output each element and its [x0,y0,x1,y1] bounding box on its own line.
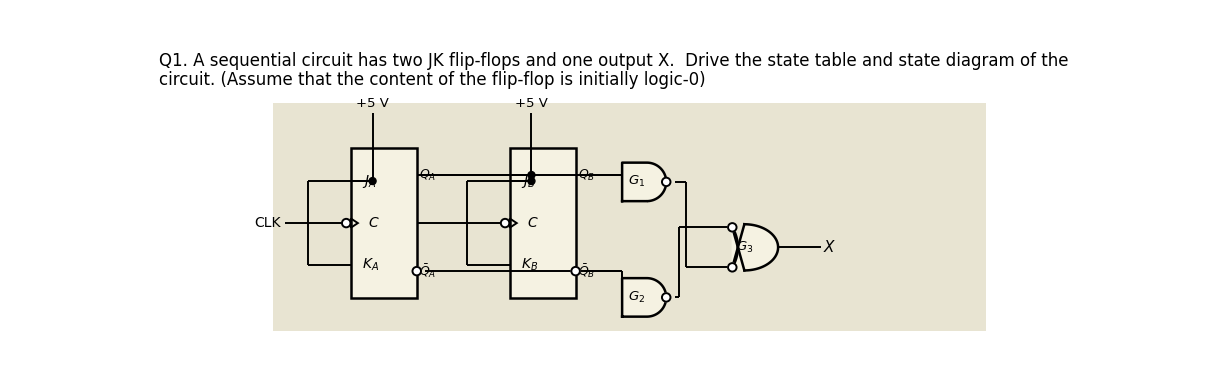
Polygon shape [732,224,779,271]
FancyBboxPatch shape [273,103,987,331]
Text: circuit. (Assume that the content of the flip-flop is initially logic-0): circuit. (Assume that the content of the… [159,71,706,89]
Text: $G_1$: $G_1$ [628,174,645,190]
Text: $G_2$: $G_2$ [628,290,645,305]
Polygon shape [622,163,666,201]
Circle shape [728,263,737,272]
Polygon shape [622,278,666,317]
Circle shape [528,172,535,179]
Text: $C$: $C$ [527,216,538,230]
Circle shape [728,223,737,231]
Text: $K_A$: $K_A$ [362,257,379,273]
Circle shape [571,267,580,276]
Bar [351,148,417,298]
Text: CLK: CLK [255,216,281,230]
Text: Q1. A sequential circuit has two JK flip-flops and one output X.  Drive the stat: Q1. A sequential circuit has two JK flip… [159,52,1069,70]
Circle shape [662,178,671,186]
Text: $J_B$: $J_B$ [521,173,535,190]
Text: $J_A$: $J_A$ [362,173,376,190]
Circle shape [342,219,351,227]
Text: $Q_B$: $Q_B$ [577,168,596,182]
Text: +5 V: +5 V [515,97,548,110]
Text: $Q_A$: $Q_A$ [419,168,436,182]
Circle shape [528,177,535,185]
Text: +5 V: +5 V [356,97,389,110]
Text: $\bar{Q}_B$: $\bar{Q}_B$ [577,262,596,280]
Bar [510,148,576,298]
Text: $\bar{Q}_A$: $\bar{Q}_A$ [419,262,436,280]
Text: $G_3$: $G_3$ [736,240,754,255]
Circle shape [412,267,421,276]
Circle shape [662,293,671,302]
Text: $X$: $X$ [823,239,836,255]
Text: $C$: $C$ [368,216,380,230]
Circle shape [369,177,376,185]
Circle shape [501,219,509,227]
Text: $K_B$: $K_B$ [521,257,538,273]
